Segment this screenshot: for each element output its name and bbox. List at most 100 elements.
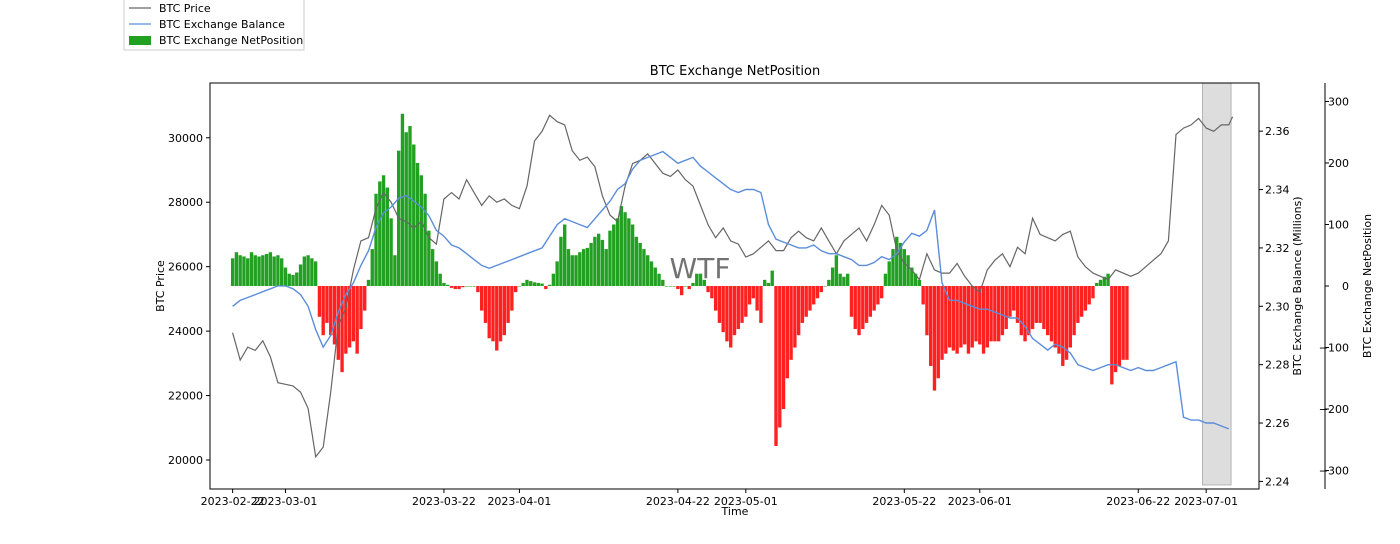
netposition-bar: [412, 144, 416, 286]
netposition-bar: [657, 273, 661, 286]
netposition-bar: [974, 286, 978, 342]
netposition-bar: [1087, 286, 1091, 305]
netposition-bar: [646, 255, 650, 286]
netposition-bar: [291, 274, 295, 286]
netposition-bar: [461, 286, 465, 288]
netposition-bar: [932, 286, 937, 391]
netposition-bar: [464, 286, 469, 287]
netposition-bar: [944, 286, 948, 354]
netposition-bar: [978, 286, 982, 345]
netposition-axis: −300 −200 −100 0 100 200 300: [1319, 95, 1349, 477]
netposition-bar: [849, 286, 854, 317]
legend-price-label: BTC Price: [159, 2, 211, 15]
balance-tick-label: 2.24: [1265, 475, 1290, 488]
price-tick-label: 22000: [168, 390, 203, 403]
netposition-bar: [593, 236, 597, 286]
netposition-tick-label: −300: [1319, 465, 1349, 478]
highlight-layer: [1201, 82, 1232, 486]
netposition-bar: [985, 286, 989, 348]
netposition-bar: [317, 286, 322, 317]
netposition-bar: [547, 284, 552, 286]
netposition-bar: [800, 286, 805, 323]
netposition-bar: [634, 236, 639, 286]
netposition-bar: [295, 272, 299, 286]
netposition-bar: [834, 255, 839, 286]
netposition-bar: [815, 286, 820, 299]
netposition-bar: [551, 273, 556, 286]
netposition-bar: [936, 286, 940, 379]
netposition-bar: [313, 261, 318, 286]
netposition-bar: [993, 286, 997, 342]
netposition-bar: [1057, 286, 1061, 354]
netposition-bar: [879, 286, 884, 299]
netposition-bar: [457, 286, 461, 290]
netposition-bar: [664, 286, 669, 287]
netposition-bar: [747, 286, 752, 305]
netposition-bar: [332, 286, 337, 345]
netposition-bar: [1068, 286, 1073, 348]
netposition-bar: [1121, 286, 1125, 360]
netposition-bar: [615, 218, 620, 286]
netposition-bar: [578, 252, 582, 286]
netposition-bar: [385, 187, 390, 286]
netposition-bar: [408, 126, 412, 286]
netposition-bar: [446, 284, 450, 286]
balance-tick-label: 2.30: [1265, 300, 1290, 313]
netposition-bar: [853, 286, 857, 330]
netposition-bar: [1083, 286, 1088, 311]
netposition-bar: [483, 286, 488, 323]
x-tick-label: 2023-06-01: [948, 495, 1012, 508]
x-tick-label: 2023-05-01: [714, 495, 778, 508]
netposition-bar: [608, 230, 612, 286]
netposition-bar: [630, 224, 635, 286]
netposition-bar: [642, 249, 646, 286]
x-tick-label: 2023-02-22: [201, 495, 265, 508]
netposition-bar: [895, 236, 899, 286]
chart-title: BTC Exchange NetPosition: [650, 64, 820, 79]
netposition-bar: [683, 286, 688, 287]
netposition-bar: [906, 255, 910, 286]
netposition-bar: [1110, 286, 1114, 385]
netposition-bar: [298, 264, 303, 286]
netposition-bar: [555, 261, 559, 286]
plot-frame: [209, 82, 1260, 490]
netposition-bar: [600, 239, 605, 286]
netposition-bar: [755, 286, 759, 311]
netposition-bar: [713, 286, 718, 311]
netposition-bar: [585, 247, 590, 286]
netposition-bar: [544, 286, 548, 290]
netposition-bar: [910, 267, 914, 286]
netposition-bar: [929, 286, 933, 366]
netposition-bar: [668, 286, 673, 287]
netposition-bar: [751, 286, 756, 299]
netposition-bar: [570, 255, 574, 286]
netposition-bar: [823, 286, 827, 287]
price-axis: 20000 22000 24000 26000 28000 30000: [168, 132, 210, 467]
netposition-bar: [1015, 286, 1020, 323]
netposition-tick-label: −200: [1319, 403, 1349, 416]
netposition-bar: [529, 281, 533, 286]
netposition-bar: [902, 249, 906, 286]
netposition-bar: [921, 286, 925, 305]
netposition-bar: [264, 254, 269, 286]
netposition-tick-label: 200: [1328, 157, 1349, 170]
netposition-bar: [540, 283, 544, 286]
netposition-bar: [959, 286, 963, 348]
netposition-bar: [370, 249, 374, 286]
netposition-bar: [876, 286, 880, 305]
netposition-bar: [649, 261, 654, 286]
netposition-bar: [864, 286, 869, 323]
netposition-bar: [661, 279, 665, 286]
netposition-bar: [438, 273, 442, 286]
balance-axis: 2.24 2.26 2.28 2.30 2.32 2.34 2.36: [1259, 125, 1290, 488]
netposition-bar: [1023, 286, 1027, 342]
netposition-bar: [1008, 286, 1012, 317]
netposition-bar: [691, 282, 695, 286]
netposition-bar: [253, 255, 257, 286]
netposition-bar: [679, 286, 684, 296]
netposition-bar: [962, 286, 967, 345]
netposition-bar: [725, 286, 729, 342]
netposition-bar: [536, 282, 540, 286]
netposition-bar: [596, 233, 601, 286]
